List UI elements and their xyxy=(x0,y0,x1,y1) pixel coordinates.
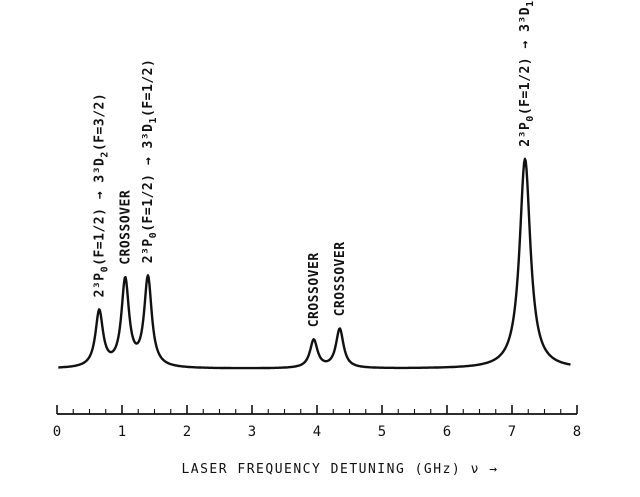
peak-annotations: 2³P0(F=1/2) → 3³D2(F=3/2) CROSSOVER 2³P0(F… xyxy=(92,0,536,327)
x-tick-label: 3 xyxy=(248,424,256,440)
x-tick-label: 6 xyxy=(443,424,451,440)
peak-label: CROSSOVER xyxy=(307,252,322,327)
x-axis-ticks xyxy=(56,405,578,414)
x-tick-label: 0 xyxy=(53,424,61,440)
peak-label: 2³P0(F=1/2) → 3³D1(F=3/2) xyxy=(518,0,536,147)
spectrum-trace xyxy=(57,157,571,370)
peak-label: 2³P0(F=1/2) → 3³D2(F=3/2) xyxy=(92,93,110,298)
peak-label: CROSSOVER xyxy=(333,241,348,316)
x-tick-label: 7 xyxy=(508,424,516,440)
x-tick-label: 4 xyxy=(313,424,321,440)
x-tick-label: 8 xyxy=(573,424,581,440)
peak-label: 2³P0(F=1/2) → 3³D1(F=1/2) xyxy=(141,59,159,264)
x-tick-label: 5 xyxy=(378,424,386,440)
peak-label: CROSSOVER xyxy=(118,190,133,265)
x-axis-label: LASER FREQUENCY DETUNING (GHz) ν → xyxy=(181,462,498,477)
x-tick-label: 1 xyxy=(118,424,126,440)
x-tick-label: 2 xyxy=(183,424,191,440)
x-axis-tick-labels: 0 1 2 3 4 5 6 7 8 xyxy=(53,424,581,440)
